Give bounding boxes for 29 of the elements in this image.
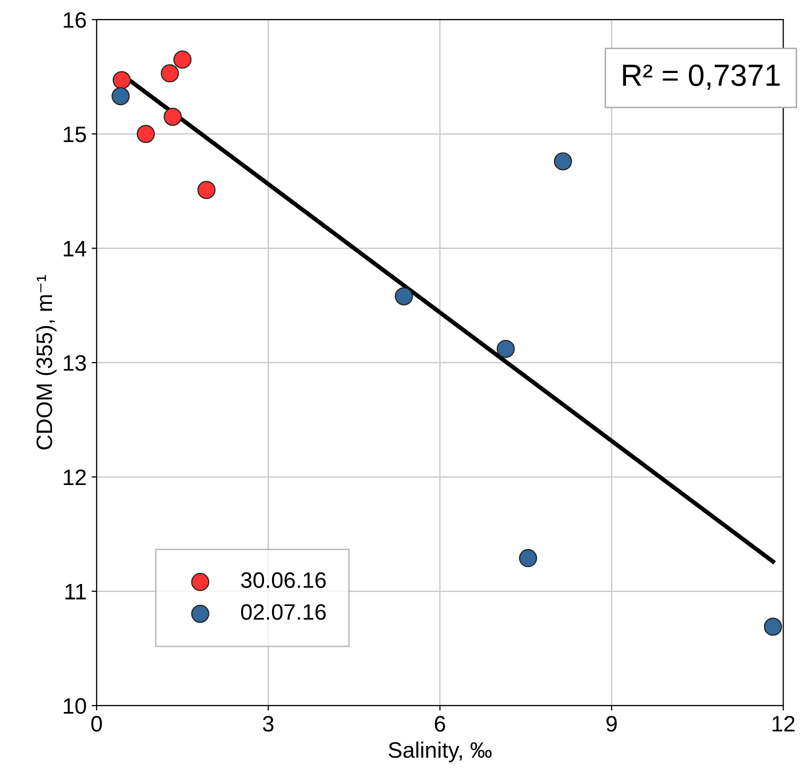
point: [394, 287, 413, 306]
x-tick-label: 3: [262, 716, 274, 732]
y-tick-label: 16: [64, 12, 86, 28]
x-axis-title: Salinity, ‰: [388, 742, 492, 762]
annotation: R² = 0,7371: [623, 64, 780, 90]
point: [173, 50, 192, 69]
y-tick-label: 10: [64, 698, 86, 714]
point: [160, 64, 179, 82]
legend-label: 30.06.16: [241, 572, 326, 588]
point: [197, 180, 216, 200]
y-tick-label: 13: [64, 355, 86, 371]
point: [136, 124, 155, 143]
point: [518, 549, 538, 568]
x-tick-label: 6: [434, 716, 446, 732]
point: [112, 87, 130, 106]
x-tick-label: 9: [606, 716, 617, 732]
x-tick-label: 0: [91, 716, 102, 732]
point: [496, 340, 515, 358]
y-tick-label: 15: [64, 126, 86, 142]
point: [164, 108, 182, 126]
y-tick-label: 14: [64, 241, 86, 256]
point: [112, 71, 131, 90]
point: [554, 152, 572, 170]
y-tick-label: 12: [64, 469, 86, 485]
x-tick-label: 12: [772, 716, 795, 732]
y-axis-title: CDOM (355), m⁻¹: [36, 275, 57, 450]
legend-label: 02.07.16: [241, 604, 326, 620]
y-tick-label: 11: [65, 584, 86, 600]
point: [764, 618, 782, 636]
